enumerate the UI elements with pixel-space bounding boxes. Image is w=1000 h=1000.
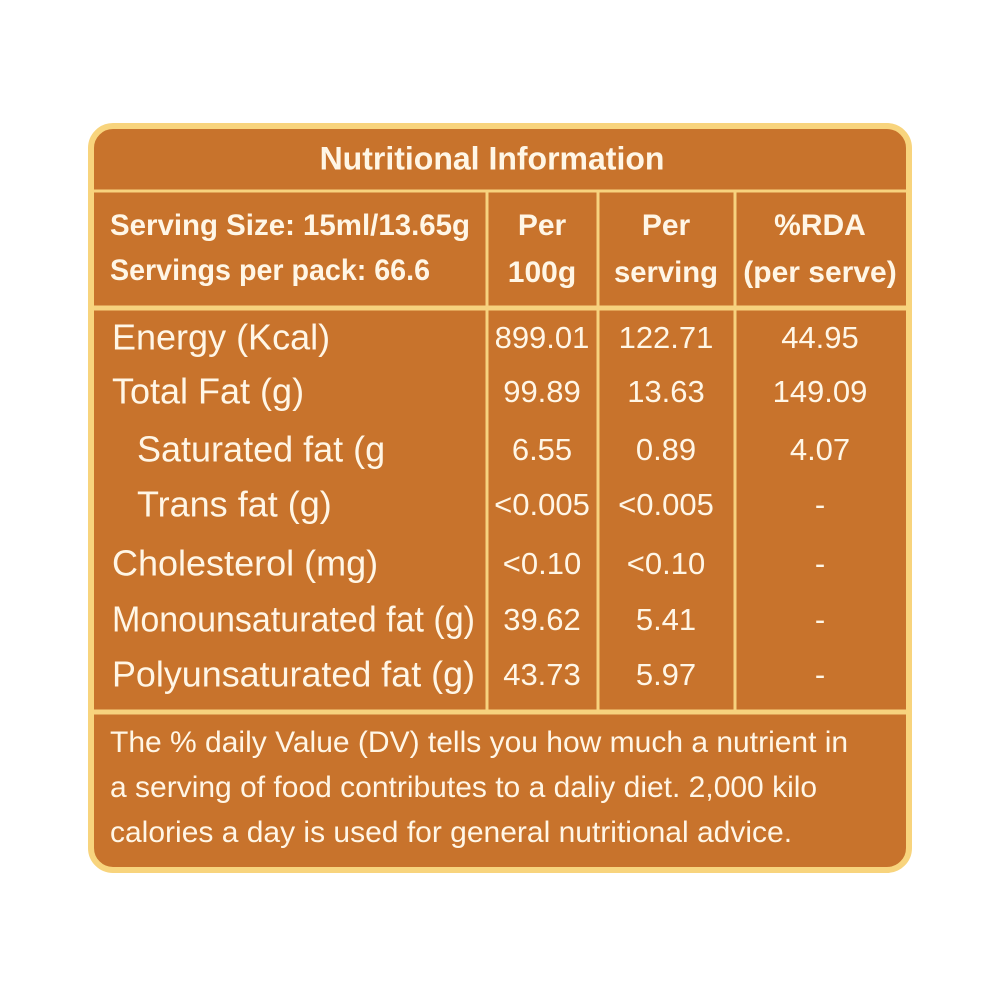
nutrient-value: <0.005 [618, 487, 714, 522]
column-header: Per [518, 209, 567, 242]
nutrient-label: Total Fat (g) [112, 371, 304, 412]
servings-per-pack: Servings per pack: 66.6 [110, 254, 430, 287]
panel [88, 123, 912, 873]
nutrient-value: 5.97 [636, 657, 696, 692]
nutrient-label: Trans fat (g) [137, 484, 332, 525]
footnote-line: a serving of food contributes to a daliy… [110, 771, 817, 804]
nutrient-value: - [815, 602, 825, 637]
nutrient-value: - [815, 546, 825, 581]
nutrient-value: 39.62 [503, 602, 581, 637]
nutrient-label: Cholesterol (mg) [112, 543, 378, 584]
nutrient-label: Energy (Kcal) [112, 317, 330, 358]
nutrient-value: 4.07 [790, 432, 850, 467]
footnote-line: The % daily Value (DV) tells you how muc… [110, 726, 848, 759]
nutrient-value: 99.89 [503, 374, 581, 409]
nutrient-value: 6.55 [512, 432, 572, 467]
serving-size: Serving Size: 15ml/13.65g [110, 209, 470, 242]
nutrient-label: Polyunsaturated fat (g) [112, 654, 475, 695]
nutrient-value: - [815, 657, 825, 692]
nutrient-label: Saturated fat (g [137, 429, 385, 470]
nutrient-value: 149.09 [773, 374, 868, 409]
nutrient-value: 899.01 [495, 320, 590, 355]
nutrient-value: <0.10 [503, 546, 581, 581]
title: Nutritional Information [320, 140, 665, 176]
column-header: (per serve) [743, 256, 896, 289]
nutrient-value: 44.95 [781, 320, 859, 355]
nutrient-value: 5.41 [636, 602, 696, 637]
column-header: serving [614, 256, 718, 289]
column-header: Per [642, 209, 691, 242]
nutrient-value: 43.73 [503, 657, 581, 692]
footnote-line: calories a day is used for general nutri… [110, 816, 792, 849]
nutrient-value: 122.71 [619, 320, 714, 355]
nutrient-value: <0.10 [627, 546, 705, 581]
nutrient-value: <0.005 [494, 487, 590, 522]
nutrient-value: 0.89 [636, 432, 696, 467]
nutrient-value: - [815, 487, 825, 522]
nutrient-label: Monounsaturated fat (g) [112, 599, 475, 640]
nutrient-value: 13.63 [627, 374, 705, 409]
column-header: %RDA [774, 209, 866, 242]
column-header: 100g [508, 256, 576, 289]
